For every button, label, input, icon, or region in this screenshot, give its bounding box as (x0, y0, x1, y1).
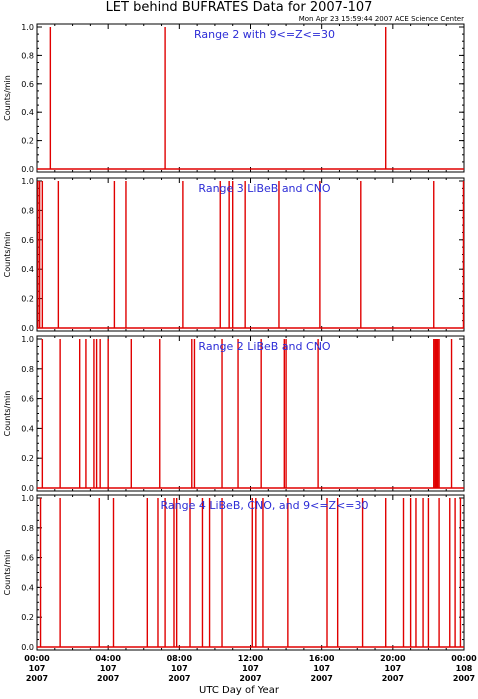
x-tick-label-year: 2007 (97, 674, 119, 683)
panel-frame (36, 177, 465, 332)
y-tick-label: 0.0 (21, 643, 34, 652)
y-tick-label: 0.2 (21, 137, 34, 146)
y-tick-label: 0.8 (21, 524, 34, 533)
y-tick-label: 0.6 (21, 395, 34, 404)
y-tick-label: 1.0 (21, 494, 34, 503)
panel-label: Range 4 LiBeB, CNO, and 9<=Z<=30 (160, 499, 368, 512)
x-tick-label-doy: 107 (384, 664, 401, 673)
y-tick-label: 0.0 (21, 324, 34, 333)
x-tick-label-doy: 107 (171, 664, 188, 673)
y-tick-label: 1.0 (21, 23, 34, 32)
y-tick-label: 0.2 (21, 454, 34, 463)
y-axis-label: Counts/min (3, 75, 12, 121)
y-tick-label: 0.4 (21, 108, 34, 117)
x-tick-label-year: 2007 (311, 674, 333, 683)
x-tick-label-year: 2007 (26, 674, 48, 683)
y-tick-label: 1.0 (21, 177, 34, 186)
x-axis-title: UTC Day of Year (199, 685, 279, 696)
x-tick-label-year: 2007 (168, 674, 190, 683)
x-tick-label-doy: 108 (456, 664, 473, 673)
x-tick-label-time: 20:00 (380, 654, 406, 663)
x-tick-label-year: 2007 (453, 674, 475, 683)
x-tick-label-doy: 107 (313, 664, 330, 673)
x-tick-label-time: 04:00 (95, 654, 121, 663)
timestamp-label: Mon Apr 23 15:59:44 2007 ACE Science Cen… (298, 15, 464, 23)
y-tick-label: 0.6 (21, 554, 34, 563)
x-tick-label-time: 16:00 (309, 654, 335, 663)
y-tick-label: 0.6 (21, 236, 34, 245)
panel-label: Range 2 with 9<=Z<=30 (194, 28, 335, 41)
y-tick-label: 0.0 (21, 484, 34, 493)
y-tick-label: 0.6 (21, 80, 34, 89)
panel-label: Range 3 LiBeB and CNO (198, 182, 330, 195)
y-tick-label: 0.8 (21, 51, 34, 60)
y-tick-label: 0.2 (21, 295, 34, 304)
panel-frame (36, 23, 465, 173)
y-tick-label: 0.8 (21, 206, 34, 215)
y-tick-label: 1.0 (21, 335, 34, 344)
x-tick-label-time: 12:00 (238, 654, 264, 663)
y-tick-label: 0.4 (21, 265, 34, 274)
x-tick-label-doy: 107 (242, 664, 259, 673)
chart-title: LET behind BUFRATES Data for 2007-107 (105, 0, 373, 15)
x-tick-label-time: 00:00 (24, 654, 50, 663)
x-tick-label-doy: 107 (100, 664, 117, 673)
panel-frame (36, 494, 465, 651)
y-axis-label: Counts/min (3, 550, 12, 596)
y-tick-label: 0.0 (21, 165, 34, 174)
y-tick-label: 0.2 (21, 613, 34, 622)
y-axis-label: Counts/min (3, 391, 12, 437)
panel-label: Range 2 LiBeB and CNO (198, 340, 330, 353)
y-tick-label: 0.8 (21, 365, 34, 374)
x-tick-label-year: 2007 (239, 674, 261, 683)
x-tick-label-doy: 107 (29, 664, 46, 673)
x-tick-label-year: 2007 (382, 674, 404, 683)
y-tick-label: 0.4 (21, 583, 34, 592)
x-tick-label-time: 08:00 (167, 654, 193, 663)
y-tick-label: 0.4 (21, 424, 34, 433)
panel-frame (36, 335, 465, 492)
y-axis-label: Counts/min (3, 232, 12, 278)
x-tick-label-time: 00:00 (451, 654, 477, 663)
